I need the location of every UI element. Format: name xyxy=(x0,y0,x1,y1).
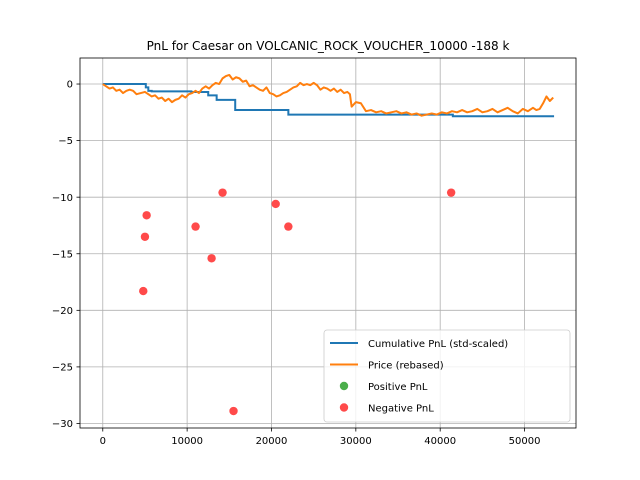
negative-pnl-point xyxy=(207,254,216,263)
negative-pnl-point xyxy=(218,188,227,197)
legend-swatch-negative-pnl xyxy=(339,403,349,412)
x-tick-label: 20000 xyxy=(256,436,288,447)
y-tick-label: −25 xyxy=(52,362,73,373)
y-tick-label: −30 xyxy=(52,419,73,430)
negative-pnl-point xyxy=(142,211,151,220)
negative-pnl-point xyxy=(229,406,238,416)
y-tick-label: −5 xyxy=(58,136,73,147)
cumulative-pnl-line xyxy=(102,83,555,118)
x-tick-label: 10000 xyxy=(171,436,203,447)
x-tick-label: 40000 xyxy=(424,436,456,447)
legend-label-negative-pnl: Negative PnL xyxy=(368,404,434,415)
legend-label-cumulative-pnl-std-scaled: Cumulative PnL (std-scaled) xyxy=(368,339,508,350)
legend: Cumulative PnL (std-scaled) Price (rebase… xyxy=(323,329,571,423)
negative-pnl-point xyxy=(271,199,280,209)
negative-pnl-point xyxy=(284,222,293,231)
negative-pnl-point xyxy=(140,232,150,241)
y-tick-label: −10 xyxy=(52,193,73,204)
legend-label-price-rebased: Price (rebased) xyxy=(368,361,444,372)
price-line xyxy=(102,73,554,117)
legend-swatch-positive-pnl xyxy=(339,381,349,391)
negative-pnl-point xyxy=(191,222,200,231)
negative-pnl-point xyxy=(139,286,148,296)
plot-series xyxy=(102,73,555,416)
y-tick-label: 0 xyxy=(67,80,73,91)
x-tick-label: 50000 xyxy=(509,436,541,447)
chart-title: PnL for Caesar on VOLCANIC_ROCK_VOUCHER_… xyxy=(147,39,510,53)
x-axis: 0 10000 20000 30000 40000 50000 xyxy=(100,428,541,447)
y-axis: 0 −5 −10 −15 −20 −25 −30 xyxy=(52,80,80,430)
x-tick-label: 0 xyxy=(100,436,106,447)
plot-frame xyxy=(79,57,577,429)
legend-box xyxy=(323,329,571,423)
negative-pnl-point xyxy=(446,188,456,197)
y-tick-label: −20 xyxy=(52,306,73,317)
x-tick-label: 30000 xyxy=(340,436,372,447)
legend-label-positive-pnl: Positive PnL xyxy=(368,382,428,393)
y-tick-label: −15 xyxy=(52,249,73,260)
